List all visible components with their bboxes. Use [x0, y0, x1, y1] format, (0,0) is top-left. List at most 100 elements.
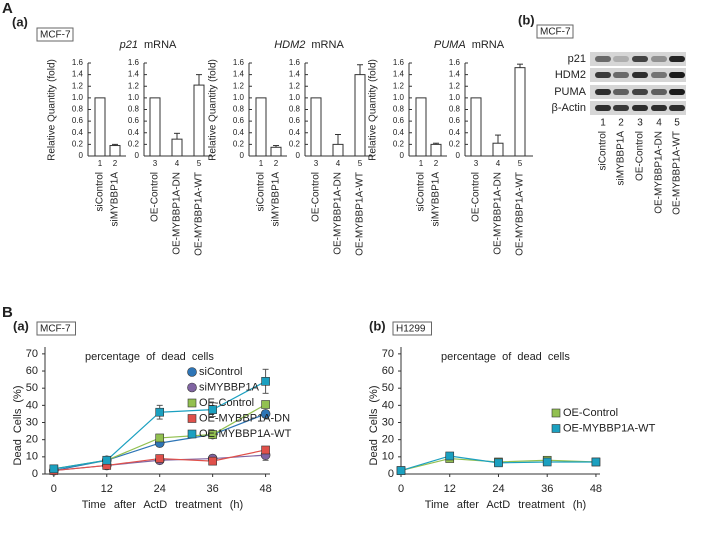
- x-tick-label: 0: [398, 483, 404, 495]
- legend-marker: [551, 424, 561, 433]
- title-suffix: mRNA: [311, 39, 344, 51]
- marker: [261, 445, 270, 455]
- x-tick-label: 24: [492, 483, 504, 495]
- blot-band: [632, 56, 648, 62]
- y-tick-label: 0.6: [289, 116, 301, 125]
- bar: [171, 138, 183, 157]
- y-tick-label: 0.2: [128, 139, 140, 148]
- y-tick-label: 0: [400, 151, 405, 160]
- y-tick-label: 0.4: [393, 128, 405, 137]
- legend-label: OE-MYBBP1A-WT: [199, 428, 292, 440]
- y-tick-label: 1.4: [72, 70, 84, 79]
- legend-label: siMYBBP1A: [199, 381, 260, 393]
- legend-marker: [187, 382, 197, 393]
- sample-number: 3: [314, 159, 319, 168]
- blot-band: [632, 89, 648, 95]
- sample-number: 2: [274, 159, 279, 168]
- y-tick-label: 0.4: [72, 128, 84, 137]
- title-suffix: mRNA: [472, 39, 505, 51]
- y-tick-label: 30: [26, 416, 38, 428]
- y-tick-label: 50: [382, 382, 394, 394]
- y-tick-label: 40: [382, 399, 394, 411]
- y-tick-label: 1.4: [233, 70, 245, 79]
- lane-number: 3: [637, 118, 643, 129]
- y-tick-label: 0.6: [233, 116, 245, 125]
- y-tick-label: 0.8: [233, 105, 245, 114]
- x-tick-label: siMYBBP1A: [271, 172, 282, 227]
- panel-label: (b): [518, 12, 535, 27]
- legend-label: OE-MYBBP1A-DN: [199, 412, 290, 424]
- x-tick-label: OE-MYBBP1A-WT: [355, 172, 366, 256]
- blot-band: [613, 89, 629, 95]
- panel-label: B: [2, 304, 13, 321]
- y-tick-label: 0: [32, 468, 38, 480]
- marker: [102, 455, 112, 465]
- y-tick-label: 0.2: [393, 139, 405, 148]
- lane-number: 2: [618, 118, 624, 129]
- y-tick-label: 0.8: [128, 105, 140, 114]
- cell-line: MCF-7: [540, 27, 571, 38]
- y-tick-label: 0: [296, 151, 301, 160]
- x-tick-label: 48: [590, 483, 602, 495]
- y-tick-label: 0.4: [449, 128, 461, 137]
- cell-line: H1299: [396, 324, 426, 335]
- y-tick-label: 1.4: [449, 70, 461, 79]
- x-tick-label: OE-Control: [471, 172, 482, 222]
- y-tick-label: 0.6: [72, 116, 84, 125]
- y-tick-label: 1.2: [449, 81, 461, 90]
- cell-line: MCF-7: [40, 324, 71, 335]
- lane-label: OE-MYBBP1A-WT: [672, 131, 683, 215]
- x-tick-label: siMYBBP1A: [431, 172, 442, 227]
- cell-line: MCF-7: [40, 30, 71, 41]
- panel-label: (a): [12, 14, 28, 29]
- y-tick-label: 1.0: [128, 93, 140, 102]
- y-tick-label: 0.2: [72, 139, 84, 148]
- bar: [94, 97, 106, 157]
- y-tick-label: 0.4: [233, 128, 245, 137]
- legend-marker: [187, 414, 197, 423]
- lane-label: OE-Control: [635, 131, 646, 181]
- y-tick-label: 10: [26, 451, 38, 463]
- marker: [155, 454, 165, 463]
- y-axis-label: Dead Cells (%): [12, 386, 24, 466]
- bar: [193, 84, 205, 157]
- y-tick-label: 70: [382, 348, 394, 360]
- sample-number: 1: [419, 159, 424, 168]
- y-tick-label: 0.4: [128, 128, 140, 137]
- bar: [149, 97, 161, 157]
- y-tick-label: 60: [26, 365, 38, 377]
- y-tick-label: 1.6: [128, 58, 140, 67]
- sample-number: 4: [175, 159, 180, 168]
- marker: [494, 458, 503, 468]
- annotation: percentage of dead cells: [441, 351, 570, 363]
- y-tick-label: 0.8: [72, 105, 84, 114]
- y-tick-label: 1.2: [393, 81, 405, 90]
- lane-label: OE-MYBBP1A-DN: [654, 131, 665, 214]
- annotation: percentage of dead cells: [85, 351, 214, 363]
- x-tick-label: siMYBBP1A: [110, 172, 121, 227]
- cell-line-box: [392, 321, 432, 336]
- title-gene: PUMA: [434, 39, 466, 51]
- y-tick-label: 20: [26, 434, 38, 446]
- panel-label: (a): [13, 318, 29, 333]
- sample-number: 4: [336, 159, 341, 168]
- y-tick-label: 50: [26, 382, 38, 394]
- blot-band: [595, 72, 611, 78]
- legend-marker: [187, 429, 197, 439]
- x-tick-label: siControl: [256, 172, 267, 211]
- blot-band: [632, 72, 648, 78]
- marker: [261, 377, 270, 386]
- legend-label: OE-MYBBP1A-WT: [563, 422, 656, 434]
- bar: [332, 143, 344, 157]
- blot-band: [613, 105, 629, 111]
- x-tick-label: 12: [444, 483, 456, 495]
- y-tick-label: 1.2: [128, 81, 140, 90]
- legend-label: OE-Control: [199, 397, 254, 409]
- legend-label: siControl: [199, 366, 242, 378]
- sample-number: 5: [197, 159, 202, 168]
- blot-band: [632, 105, 648, 111]
- bar: [415, 97, 427, 157]
- y-tick-label: 10: [382, 451, 394, 463]
- y-tick-label: 1.6: [393, 58, 405, 67]
- y-tick-label: 1.4: [393, 70, 405, 79]
